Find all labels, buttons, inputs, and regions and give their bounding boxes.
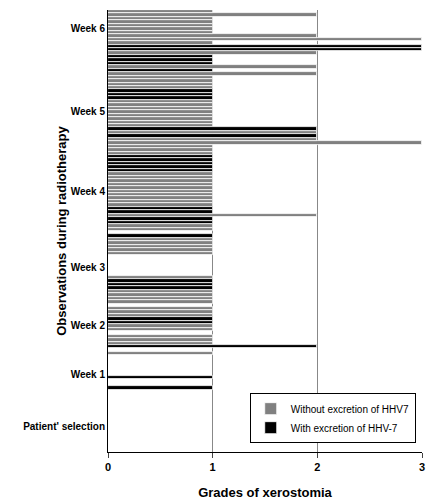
svg-text:Grades of xerostomia: Grades of xerostomia	[198, 485, 332, 500]
svg-text:1: 1	[210, 461, 216, 473]
svg-text:2: 2	[314, 461, 320, 473]
svg-text:With excretion of HHV-7: With excretion of HHV-7	[291, 423, 398, 434]
svg-text:Week 6: Week 6	[71, 23, 106, 34]
svg-text:Week 3: Week 3	[71, 262, 106, 273]
svg-text:Week 2: Week 2	[71, 320, 106, 331]
svg-text:Observations during radiothera: Observations during radiotherapy	[54, 125, 69, 335]
svg-text:Week 4: Week 4	[71, 186, 106, 197]
svg-text:0: 0	[105, 461, 111, 473]
svg-text:Without excretion of HHV7: Without excretion of HHV7	[291, 404, 409, 415]
svg-text:Patient' selection: Patient' selection	[23, 421, 105, 432]
svg-text:3: 3	[419, 461, 425, 473]
svg-text:Week 5: Week 5	[71, 106, 106, 117]
svg-text:Week 1: Week 1	[71, 369, 106, 380]
